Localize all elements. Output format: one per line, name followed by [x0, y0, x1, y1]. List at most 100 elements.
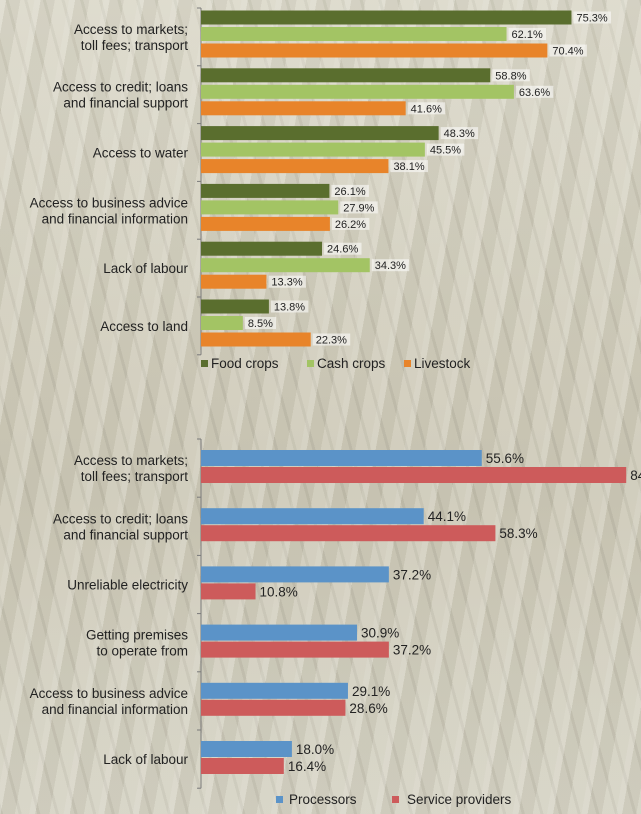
- chart-2: Access to markets;toll fees; transport 55…: [30, 438, 641, 807]
- data-label: 26.2%: [335, 219, 366, 231]
- bar-processors: [201, 682, 348, 699]
- category-label: to operate from: [96, 644, 188, 659]
- bar-processors: [201, 624, 358, 641]
- bar-cash-crops: [201, 200, 339, 215]
- data-label: 27.9%: [343, 202, 374, 214]
- bar-cash-crops: [201, 84, 514, 99]
- legend-label-food-crops: Food crops: [211, 356, 279, 371]
- data-label: 62.1%: [512, 29, 543, 41]
- data-label: 41.6%: [411, 103, 442, 115]
- legend-swatch-livestock: [404, 360, 411, 367]
- legend-swatch-processors: [276, 796, 283, 803]
- category-label: Unreliable electricity: [67, 578, 188, 593]
- data-label: 58.8%: [495, 70, 526, 82]
- bar-livestock: [201, 101, 406, 116]
- data-label-bg: [407, 102, 446, 115]
- data-label: 55.6%: [486, 451, 524, 466]
- bar-processors: [201, 450, 482, 466]
- data-label-bg: [268, 275, 306, 288]
- category-label: Access to credit; loans: [53, 80, 188, 95]
- data-label: 8.5%: [248, 318, 273, 330]
- data-label-bg: [440, 127, 479, 140]
- legend: Processors Service providers: [276, 792, 512, 807]
- bar-cash-crops: [201, 316, 243, 330]
- category-label: Access to credit; loans: [53, 511, 188, 526]
- bar-livestock: [201, 43, 548, 58]
- legend-swatch-service-providers: [392, 796, 399, 803]
- data-label-bg: [331, 217, 370, 230]
- legend-swatch-cash-crops: [307, 360, 314, 367]
- category-label: Access to business advice: [30, 686, 188, 701]
- category-label: and financial information: [42, 211, 188, 226]
- data-label: 10.8%: [260, 584, 298, 599]
- data-label-bg: [244, 317, 277, 329]
- category-label: and financial support: [63, 527, 188, 542]
- data-label-bg: [331, 184, 369, 197]
- bar-processors: [201, 741, 292, 757]
- category-label: Access to markets;: [74, 453, 188, 468]
- legend-label-cash-crops: Cash crops: [317, 356, 386, 371]
- bar-processors: [201, 508, 424, 525]
- legend: Food crops Cash crops Livestock: [201, 356, 471, 371]
- data-label-bg: [340, 201, 378, 214]
- bar-service-providers: [201, 699, 346, 716]
- bar-cash-crops: [201, 258, 370, 273]
- data-label: 29.1%: [352, 684, 390, 699]
- data-label-bg: [270, 300, 309, 313]
- category-label: Lack of labour: [103, 261, 188, 276]
- category-label: Getting premises: [86, 628, 188, 643]
- data-label: 22.3%: [316, 335, 347, 347]
- data-label: 26.1%: [334, 186, 365, 198]
- bar-livestock: [201, 216, 330, 231]
- bar-cash-crops: [201, 142, 425, 157]
- bar-service-providers: [201, 467, 627, 483]
- data-label-bg: [508, 28, 547, 40]
- bar-food-crops: [201, 68, 491, 83]
- legend-swatch-food-crops: [201, 360, 208, 367]
- bar-service-providers: [201, 583, 256, 600]
- legend-label-service-providers: Service providers: [407, 792, 512, 807]
- data-label: 37.2%: [393, 567, 431, 582]
- bar-food-crops: [201, 126, 439, 141]
- data-label: 30.9%: [361, 626, 399, 641]
- data-label: 28.6%: [349, 701, 387, 716]
- data-label: 34.3%: [375, 260, 406, 272]
- category-label: and financial information: [42, 702, 188, 717]
- category-label: Access to markets;: [74, 22, 188, 37]
- bar-livestock: [201, 332, 311, 347]
- category-label: toll fees; transport: [81, 469, 189, 484]
- data-label: 37.2%: [393, 643, 431, 658]
- bar-food-crops: [201, 183, 330, 198]
- data-label: 16.4%: [288, 759, 326, 774]
- bar-livestock: [201, 159, 389, 174]
- bar-processors: [201, 566, 389, 583]
- category-label: Access to business advice: [30, 195, 188, 210]
- data-label: 13.3%: [271, 277, 302, 289]
- data-label: 24.6%: [327, 244, 358, 256]
- bar-food-crops: [201, 10, 572, 25]
- data-label: 38.1%: [393, 161, 424, 173]
- category-label: Access to land: [100, 319, 188, 334]
- bar-food-crops: [201, 241, 323, 256]
- bar-food-crops: [201, 299, 269, 314]
- data-label: 70.4%: [552, 46, 583, 58]
- data-label-bg: [492, 69, 530, 82]
- category-label: toll fees; transport: [81, 38, 189, 53]
- data-label-bg: [549, 44, 587, 57]
- data-label: 48.3%: [444, 128, 475, 140]
- category-label: and financial support: [63, 96, 188, 111]
- data-label-bg: [324, 242, 362, 255]
- legend-label-processors: Processors: [289, 792, 357, 807]
- data-label-bg: [426, 143, 465, 156]
- data-label: 58.3%: [499, 526, 537, 541]
- bar-service-providers: [201, 758, 284, 774]
- data-label: 75.3%: [576, 13, 607, 25]
- bar-cash-crops: [201, 27, 507, 41]
- data-label-bg: [390, 160, 428, 173]
- category-label: Access to water: [93, 146, 189, 161]
- data-label: 44.1%: [428, 509, 466, 524]
- data-label: 84.2%: [630, 468, 641, 483]
- bar-service-providers: [201, 525, 496, 542]
- data-label-bg: [515, 85, 554, 98]
